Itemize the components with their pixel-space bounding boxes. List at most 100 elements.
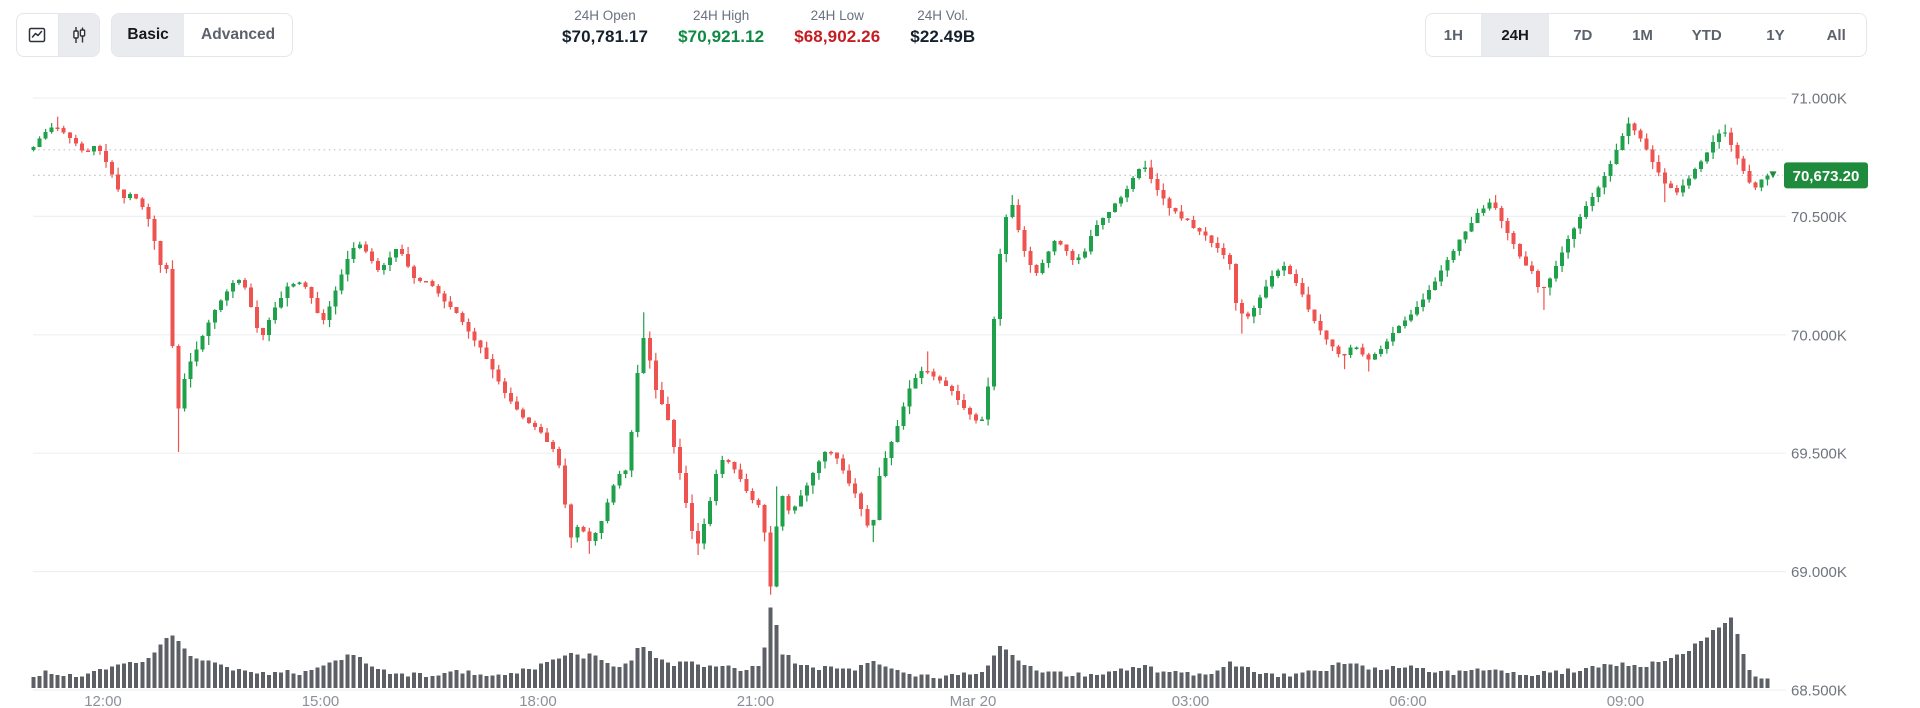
candle (116, 174, 121, 190)
candle (1614, 150, 1619, 165)
range-button-ytd[interactable]: YTD (1691, 26, 1722, 44)
volume-bar (708, 665, 713, 688)
volume-bar (381, 669, 386, 688)
candle (1088, 235, 1093, 252)
volume-bar (158, 644, 163, 688)
time-range-group: 1H 24H 7D 1M YTD 1Y All (1425, 13, 1867, 57)
volume-bar (31, 676, 36, 688)
volume-bar (128, 661, 133, 688)
range-button-1m[interactable]: 1M (1632, 26, 1653, 44)
candle (1016, 204, 1021, 230)
volume-bar (1421, 667, 1426, 688)
candle (1662, 172, 1667, 184)
volume-bar (901, 672, 906, 688)
volume-bar (1100, 674, 1105, 688)
candle (381, 265, 386, 271)
candle (31, 147, 36, 150)
candle (79, 143, 84, 151)
volume-bar (387, 673, 392, 688)
volume-bar (406, 676, 411, 688)
volume-bar (1602, 663, 1607, 688)
volume-bar (285, 669, 290, 688)
candle (273, 307, 278, 320)
candle (1112, 203, 1117, 213)
volume-bar (291, 673, 296, 688)
line-chart-toggle-button[interactable] (17, 14, 59, 56)
volume-bar (1409, 665, 1414, 688)
candle (1638, 130, 1643, 139)
volume-bar (1288, 676, 1293, 688)
candle (1336, 346, 1341, 355)
candle (1233, 264, 1238, 303)
range-button-7d[interactable]: 7D (1573, 26, 1593, 44)
candle (1427, 290, 1432, 300)
volume-bar (448, 671, 453, 688)
basic-mode-button[interactable]: Basic (112, 14, 185, 56)
range-button-all[interactable]: All (1826, 26, 1846, 44)
volume-bar (363, 663, 368, 688)
range-button-1y[interactable]: 1Y (1766, 26, 1785, 44)
volume-bar (1680, 653, 1685, 688)
candle (430, 281, 435, 286)
volume-bar (1656, 662, 1661, 688)
volume-bar (804, 664, 809, 688)
candle (665, 404, 670, 421)
volume-bar (1004, 649, 1009, 688)
candle (1197, 227, 1202, 232)
candle (442, 293, 447, 302)
volume-bar (1070, 676, 1075, 688)
candle (61, 127, 66, 133)
candle (1354, 347, 1359, 350)
candle (176, 346, 181, 409)
volume-bar (49, 673, 54, 688)
volume-bar (1372, 667, 1377, 688)
candle (1131, 177, 1136, 189)
volume-bar (134, 662, 139, 688)
volume-bar (1735, 634, 1740, 688)
range-button-1h[interactable]: 1H (1443, 26, 1463, 44)
candle (1179, 211, 1184, 219)
volume-bar (967, 674, 972, 688)
candle (1620, 135, 1625, 151)
volume-bar (1554, 670, 1559, 688)
candle (647, 337, 652, 361)
volume-bar (1439, 670, 1444, 688)
stat-24h-vol: 24H Vol. $22.49B (910, 9, 975, 45)
candle (841, 458, 846, 471)
volume-bar (514, 673, 519, 688)
volume-bar (1131, 667, 1136, 688)
volume-bar (1161, 671, 1166, 688)
candle (454, 307, 459, 313)
advanced-mode-button[interactable]: Advanced (201, 26, 276, 43)
y-axis-label: 69.500K (1791, 446, 1847, 463)
volume-bar (176, 641, 181, 688)
volume-bar (345, 654, 350, 688)
volume-bar (974, 674, 979, 688)
candle (357, 244, 362, 249)
candle (1070, 251, 1075, 261)
candle (97, 146, 102, 152)
candle (1463, 231, 1468, 240)
volume-bar (1650, 661, 1655, 688)
range-button-24h[interactable]: 24H (1480, 14, 1550, 56)
volume-bar (212, 662, 217, 688)
candle (980, 419, 985, 421)
volume-bar (1300, 672, 1305, 688)
volume-bar (255, 673, 260, 688)
volume-bar (659, 659, 664, 688)
candle (1384, 341, 1389, 349)
volume-bar (230, 670, 235, 688)
volume-bar (925, 674, 930, 688)
volume-bar (375, 669, 380, 688)
candle (1125, 188, 1130, 198)
candlestick-toggle-button[interactable] (58, 14, 99, 56)
volume-bar (1541, 670, 1546, 688)
candle (877, 476, 882, 520)
candle (1185, 218, 1190, 221)
volume-bar (1578, 671, 1583, 688)
volume-bar (1022, 665, 1027, 688)
candle (1203, 231, 1208, 236)
volume-bar (1469, 670, 1474, 688)
